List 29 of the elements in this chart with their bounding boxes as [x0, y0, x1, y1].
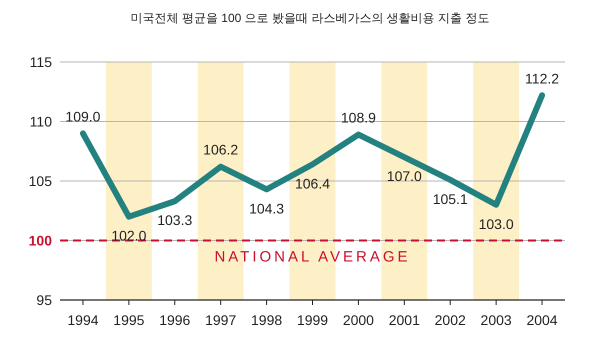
data-label: 106.2 — [203, 142, 238, 158]
x-tick-label: 1994 — [67, 312, 99, 328]
y-tick-label: 110 — [30, 114, 52, 130]
x-tick-label: 2004 — [526, 312, 558, 328]
data-label: 106.4 — [294, 175, 330, 192]
data-label: 103.0 — [478, 216, 514, 232]
x-tick-label: 1996 — [159, 312, 191, 328]
data-label: 109.0 — [65, 108, 101, 124]
chart-title: 미국전체 평균을 100 으로 봤을때 라스베가스의 생활비용 지출 정도 — [130, 11, 490, 25]
data-label: 112.2 — [525, 70, 560, 86]
x-tick-label: 2002 — [434, 312, 466, 328]
x-tick-label: 2003 — [480, 312, 512, 328]
y-tick-label: 115 — [30, 54, 52, 70]
x-tick-label: 1995 — [113, 312, 145, 328]
y-tick-label: 100 — [28, 232, 52, 248]
x-tick-label: 2001 — [388, 312, 420, 328]
data-label: 107.0 — [386, 168, 422, 184]
x-tick-label: 1998 — [251, 312, 282, 328]
ref-line-label: NATIONAL AVERAGE — [214, 248, 411, 266]
data-label: 102.0 — [111, 228, 147, 244]
data-label: 108.9 — [340, 110, 376, 126]
data-label: 105.1 — [432, 190, 468, 207]
x-tick-label: 1999 — [296, 312, 328, 328]
data-label: 103.3 — [157, 212, 192, 228]
y-tick-label: 95 — [36, 292, 52, 308]
y-tick-label: 105 — [28, 173, 52, 189]
x-tick-label: 1997 — [205, 312, 236, 328]
x-tick-label: 2000 — [342, 312, 374, 328]
data-label: 104.3 — [249, 200, 284, 216]
